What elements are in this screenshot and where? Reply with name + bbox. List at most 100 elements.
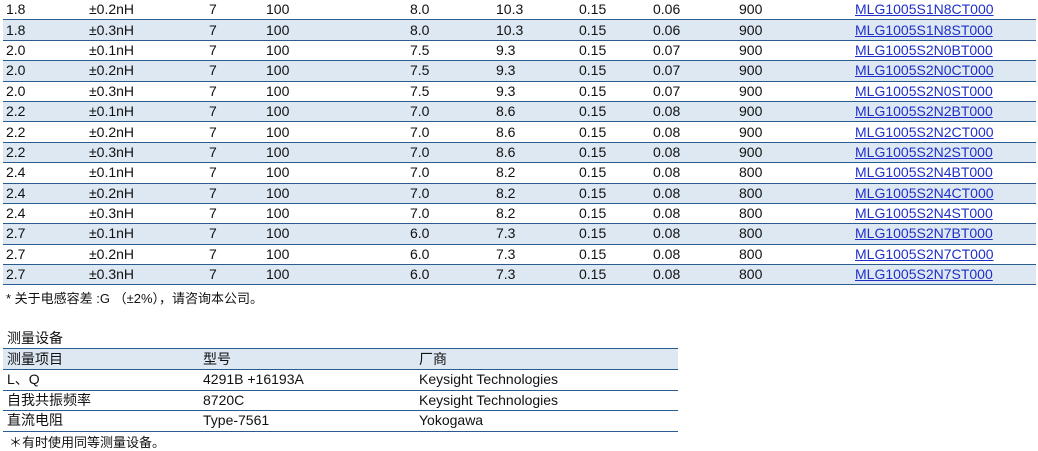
part-number-link[interactable]: MLG1005S2N0BT000 (855, 41, 993, 58)
part-number-link[interactable]: MLG1005S2N2CT000 (855, 123, 994, 140)
part-number-cell[interactable]: MLG1005S2N7ST000 (855, 264, 1036, 286)
srf-typ: 7.3 (496, 244, 579, 266)
srf-min: 7.5 (410, 81, 496, 102)
rated-current: 900 (739, 19, 855, 41)
part-number-link[interactable]: MLG1005S2N0ST000 (855, 82, 993, 99)
inductance: 2.0 (3, 81, 89, 102)
part-number-cell[interactable]: MLG1005S2N0CT000 (855, 60, 1036, 82)
srf-typ: 7.3 (496, 223, 579, 245)
rated-current: 900 (739, 40, 855, 62)
srf-typ: 8.6 (496, 121, 579, 143)
rated-current: 800 (739, 223, 855, 245)
test-frequency: 100 (266, 19, 410, 41)
equipment-table: 测量项目 型号 厂商 L、Q 4291B +16193A Keysight Te… (3, 348, 678, 432)
equipment-row: 自我共振频率 8720C Keysight Technologies (3, 390, 678, 411)
part-number-link[interactable]: MLG1005S2N7BT000 (855, 225, 993, 242)
part-number-link[interactable]: MLG1005S1N8ST000 (855, 21, 993, 38)
part-number-cell[interactable]: MLG1005S2N0BT000 (855, 40, 1036, 62)
srf-min: 6.0 (410, 244, 496, 266)
part-number-cell[interactable]: MLG1005S2N4CT000 (855, 183, 1036, 204)
part-number-link[interactable]: MLG1005S2N7CT000 (855, 245, 994, 262)
part-number-link[interactable]: MLG1005S2N2BT000 (855, 103, 993, 120)
srf-min: 8.0 (410, 19, 496, 41)
test-frequency: 100 (266, 223, 410, 245)
srf-min: 7.5 (410, 40, 496, 62)
q-min: 7 (209, 244, 266, 266)
part-number-link[interactable]: MLG1005S2N4BT000 (855, 164, 993, 181)
inductance: 2.7 (3, 244, 89, 266)
part-number-cell[interactable]: MLG1005S2N7CT000 (855, 244, 1036, 266)
part-number-cell[interactable]: MLG1005S1N8ST000 (855, 19, 1036, 41)
part-number-link[interactable]: MLG1005S2N0CT000 (855, 62, 994, 79)
inductance: 2.4 (3, 183, 89, 204)
spec-row: 2.4 ±0.3nH 7 100 7.0 8.2 0.15 0.08 800 MLG1005S2N… (3, 203, 1036, 225)
dc-resistance-max: 0.15 (579, 0, 653, 21)
spec-row: 2.7 ±0.1nH 7 100 6.0 7.3 0.15 0.08 800 MLG1005S2N… (3, 223, 1036, 245)
srf-typ: 9.3 (496, 81, 579, 102)
dc-resistance-max: 0.15 (579, 81, 653, 102)
part-number-cell[interactable]: MLG1005S2N7BT000 (855, 223, 1036, 245)
spec-row: 2.2 ±0.3nH 7 100 7.0 8.6 0.15 0.08 900 MLG1005S2N… (3, 142, 1036, 164)
rated-current: 800 (739, 183, 855, 204)
part-number-cell[interactable]: MLG1005S2N2CT000 (855, 121, 1036, 143)
equipment-note: ＊有时使用同等测量设备。 (9, 435, 166, 450)
srf-min: 7.0 (410, 183, 496, 204)
test-frequency: 100 (266, 244, 410, 266)
tolerance: ±0.2nH (89, 121, 209, 143)
tolerance: ±0.3nH (89, 19, 209, 41)
dc-resistance-max: 0.15 (579, 264, 653, 286)
rated-current: 800 (739, 244, 855, 266)
part-number-link[interactable]: MLG1005S2N2ST000 (855, 143, 993, 160)
part-number-cell[interactable]: MLG1005S2N4ST000 (855, 203, 1036, 225)
rated-current: 800 (739, 264, 855, 286)
tolerance: ±0.2nH (89, 0, 209, 21)
spec-row: 2.0 ±0.3nH 7 100 7.5 9.3 0.15 0.07 900 MLG1005S2N… (3, 81, 1036, 102)
part-number-link[interactable]: MLG1005S2N4CT000 (855, 184, 994, 201)
manufacturer: Keysight Technologies (415, 369, 678, 391)
q-min: 7 (209, 264, 266, 286)
q-min: 7 (209, 19, 266, 41)
part-number-cell[interactable]: MLG1005S2N4BT000 (855, 162, 1036, 184)
dc-resistance-typ: 0.08 (653, 142, 739, 164)
test-frequency: 100 (266, 203, 410, 225)
tolerance: ±0.3nH (89, 142, 209, 164)
dc-resistance-max: 0.15 (579, 223, 653, 245)
measurement-item: 自我共振频率 (3, 390, 199, 411)
model: 4291B +16193A (199, 369, 415, 391)
equipment-section-title: 测量设备 (7, 330, 63, 346)
part-number-cell[interactable]: MLG1005S2N2ST000 (855, 142, 1036, 164)
part-number-cell[interactable]: MLG1005S2N2BT000 (855, 101, 1036, 123)
spec-row: 2.0 ±0.1nH 7 100 7.5 9.3 0.15 0.07 900 MLG1005S2N… (3, 40, 1036, 62)
test-frequency: 100 (266, 264, 410, 286)
model: Type-7561 (199, 410, 415, 432)
q-min: 7 (209, 60, 266, 82)
q-min: 7 (209, 81, 266, 102)
spec-row: 1.8 ±0.3nH 7 100 8.0 10.3 0.15 0.06 900 MLG1005S1… (3, 19, 1036, 41)
q-min: 7 (209, 142, 266, 164)
rated-current: 900 (739, 60, 855, 82)
dc-resistance-typ: 0.07 (653, 60, 739, 82)
spec-row: 2.7 ±0.3nH 7 100 6.0 7.3 0.15 0.08 800 MLG1005S2N… (3, 264, 1036, 286)
part-number-cell[interactable]: MLG1005S2N0ST000 (855, 81, 1036, 102)
q-min: 7 (209, 203, 266, 225)
tolerance: ±0.1nH (89, 101, 209, 123)
part-number-link[interactable]: MLG1005S2N4ST000 (855, 205, 993, 222)
spec-row: 2.2 ±0.2nH 7 100 7.0 8.6 0.15 0.08 900 MLG1005S2N… (3, 121, 1036, 143)
srf-typ: 7.3 (496, 264, 579, 286)
test-frequency: 100 (266, 121, 410, 143)
rated-current: 900 (739, 101, 855, 123)
inductance: 2.7 (3, 223, 89, 245)
rated-current: 900 (739, 121, 855, 143)
spec-row: 2.4 ±0.2nH 7 100 7.0 8.2 0.15 0.08 800 MLG1005S2N… (3, 183, 1036, 204)
dc-resistance-typ: 0.08 (653, 101, 739, 123)
dc-resistance-typ: 0.07 (653, 40, 739, 62)
part-number-cell[interactable]: MLG1005S1N8CT000 (855, 0, 1036, 21)
part-number-link[interactable]: MLG1005S2N7ST000 (855, 266, 993, 283)
dc-resistance-typ: 0.08 (653, 203, 739, 225)
spec-row: 2.4 ±0.1nH 7 100 7.0 8.2 0.15 0.08 800 MLG1005S2N… (3, 162, 1036, 184)
dc-resistance-typ: 0.08 (653, 244, 739, 266)
test-frequency: 100 (266, 183, 410, 204)
dc-resistance-max: 0.15 (579, 162, 653, 184)
measurement-item: 直流电阻 (3, 410, 199, 432)
part-number-link[interactable]: MLG1005S1N8CT000 (855, 1, 994, 18)
